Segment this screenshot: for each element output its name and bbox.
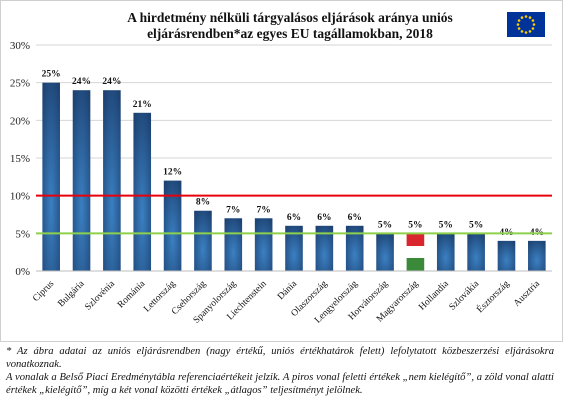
y-tick-label: 25% (10, 78, 30, 90)
bar (42, 82, 60, 272)
bar (467, 233, 485, 271)
y-tick-label: 15% (10, 153, 30, 165)
eu-flag-star (531, 27, 535, 30)
data-label: 7% (226, 205, 240, 215)
data-label: 7% (257, 205, 271, 215)
eu-flag-star (517, 27, 521, 30)
data-label: 6% (348, 213, 362, 223)
bar (315, 225, 334, 271)
y-tick-label: 30% (10, 40, 30, 52)
data-label: 6% (287, 213, 301, 223)
data-label: 25% (42, 70, 61, 80)
data-label: 24% (72, 77, 91, 87)
x-tick-label: Dánia (276, 278, 300, 302)
data-label: 5% (408, 220, 422, 230)
x-tick-label: Ausztria (512, 278, 542, 308)
bar (376, 233, 394, 271)
eu-flag-star (516, 23, 520, 26)
chart-title: A hirdetmény nélküli tárgyalásos eljárás… (90, 10, 490, 42)
y-tick-label: 5% (15, 228, 30, 240)
x-tick-label: Bulgária (56, 279, 87, 310)
footnotes: * Az ábra adatai az uniós eljárásrendben… (6, 345, 554, 397)
data-label: 24% (102, 77, 121, 87)
bar (285, 225, 303, 271)
x-tick-label: Szlovénia (83, 279, 117, 313)
bar-chart: 0% 5% 10% 15% 20% 25% 30% 25% Ciprus 24% Bulgária 2… (10, 40, 552, 326)
chart-title-line-1: A hirdetmény nélküli tárgyalásos eljárás… (127, 10, 453, 25)
chart-title-line-2: eljárásrendben*az egyes EU tagállamokban… (147, 26, 433, 41)
data-label: 5% (439, 220, 453, 230)
bar (163, 180, 182, 271)
data-label: 8% (196, 198, 210, 208)
data-label: 21% (133, 100, 152, 110)
footnote-2: A vonalak a Belső Piaci Eredménytábla re… (6, 372, 554, 396)
bar (436, 233, 455, 271)
eu-flag-star (524, 15, 528, 18)
data-label: 5% (469, 220, 483, 230)
y-tick-label: 0% (15, 266, 30, 278)
eu-flag-icon (507, 12, 545, 37)
eu-flag-star (532, 23, 536, 26)
eu-flag-star (517, 19, 521, 22)
eu-flag-star (528, 16, 532, 19)
data-label: 5% (378, 220, 392, 230)
footnote-1: * Az ábra adatai az uniós eljárásrendben… (6, 346, 554, 370)
bar (133, 112, 152, 271)
eu-flag-star (520, 30, 524, 33)
bar (528, 240, 546, 271)
bar (224, 218, 243, 271)
bar (72, 90, 91, 271)
x-tick-label: Ciprus (31, 279, 56, 304)
eu-flag-star (524, 31, 528, 34)
y-tick-label: 10% (10, 191, 30, 203)
bar (406, 233, 425, 271)
y-tick-label: 20% (10, 115, 30, 127)
x-tick-label: Észtország (474, 277, 512, 315)
eu-flag-star (528, 30, 532, 33)
data-label: 6% (317, 213, 331, 223)
bar (103, 90, 121, 271)
bar (497, 240, 516, 271)
data-label: 12% (163, 168, 182, 178)
bar (194, 210, 212, 271)
chart-frame (0, 0, 563, 342)
bar (345, 225, 364, 271)
x-tick-label: Hollandia (417, 279, 451, 313)
eu-flag-star (520, 16, 524, 19)
bar (254, 218, 273, 271)
eu-flag-star (531, 19, 535, 22)
